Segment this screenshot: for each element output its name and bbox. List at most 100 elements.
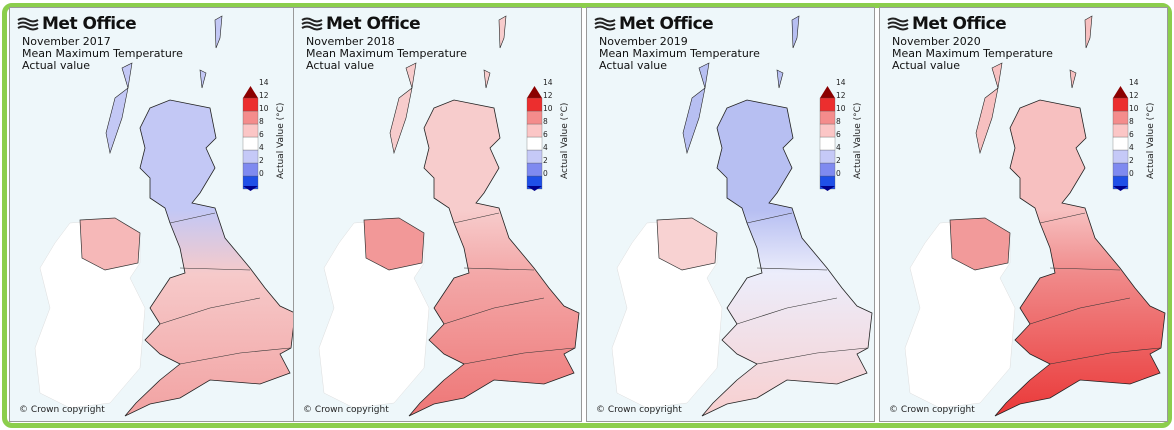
colorbar-max-arrow [243,86,258,98]
colorbar [242,86,259,191]
colorbar-tick: 10 [1129,104,1139,113]
colorbar-label: Actual Value (°C) [560,102,570,180]
logo-text: Met Office [42,14,137,34]
map-title: Mean Maximum Temperature [306,47,467,60]
met-office-wave-icon [594,17,616,31]
copyright-notice: © Crown copyright [889,405,975,415]
colorbar-segment [1112,149,1129,164]
colorbar-segment [526,97,543,112]
temperature-map [904,15,1166,417]
map-panel-4: Met Office November 2020 Mean Maximum Te… [879,7,1168,422]
colorbar-segment [526,136,543,151]
colorbar-segment [526,110,543,125]
temperature-map [34,15,296,417]
colorbar-segment [819,110,836,125]
northern-ireland-shape [656,217,718,271]
colorbar-segment [242,162,259,177]
colorbar-tick: 12 [1129,91,1139,100]
met-office-wave-icon [17,17,39,31]
colorbar-tick: 6 [259,130,264,139]
colorbar [819,86,836,191]
colorbar-label: Actual Value (°C) [276,102,286,180]
colorbar-tick: 4 [1129,143,1134,152]
map-panel-3: Met Office November 2019 Mean Maximum Te… [586,7,875,422]
colorbar-segment [242,97,259,112]
colorbar-tick: 2 [836,156,841,165]
region-boundaries [443,212,575,365]
colorbar-max-arrow [1113,86,1128,98]
map-title: Mean Maximum Temperature [892,47,1053,60]
northern-ireland-shape [79,217,141,271]
colorbar-segment [1112,97,1129,112]
northern-ireland-shape [363,217,425,271]
colorbar-segment [242,123,259,138]
colorbar-tick: 4 [543,143,548,152]
period-label: November 2020 [892,35,981,48]
colorbar-min-arrow [243,186,258,191]
colorbar-segment [526,123,543,138]
region-boundaries [159,212,291,365]
colorbar-segment [1112,110,1129,125]
colorbar-tick: 10 [259,104,269,113]
colorbar-tick: 4 [836,143,841,152]
outer-hebrides [682,87,706,155]
colorbar-tick: 14 [259,78,269,87]
colorbar-segment [819,149,836,164]
copyright-notice: © Crown copyright [303,405,389,415]
shetland-islands [405,15,507,89]
colorbar-segment [242,136,259,151]
colorbar [526,86,543,191]
colorbar-segment [819,162,836,177]
colorbar-tick: 6 [1129,130,1134,139]
northern-ireland-shape [949,217,1011,271]
colorbar-segment [242,149,259,164]
map-subtitle: Actual value [22,59,91,72]
period-label: November 2018 [306,35,395,48]
map-panel-1: Met Office November 2017 Mean Maximum Te… [9,7,298,422]
outer-hebrides [975,87,999,155]
colorbar-segment [1112,162,1129,177]
colorbar-segment [819,136,836,151]
region-boundaries [1029,212,1161,365]
temperature-map [318,15,580,417]
period-label: November 2019 [599,35,688,48]
map-title: Mean Maximum Temperature [22,47,183,60]
great-britain-shape [701,99,873,417]
colorbar-min-arrow [1113,186,1128,191]
colorbar-tick: 14 [1129,78,1139,87]
colorbar-segment [242,110,259,125]
colorbar-segment [819,123,836,138]
colorbar-segment [526,149,543,164]
met-office-logo: Met Office [301,14,421,34]
colorbar-label: Actual Value (°C) [853,102,863,180]
colorbar-tick: 12 [836,91,846,100]
colorbar-segment [1112,123,1129,138]
colorbar-tick: 0 [543,169,548,178]
colorbar-tick: 0 [259,169,264,178]
colorbar-tick: 4 [259,143,264,152]
colorbar-min-arrow [820,186,835,191]
colorbar-tick: 10 [543,104,553,113]
colorbar-tick: 2 [259,156,264,165]
period-label: November 2017 [22,35,111,48]
met-office-logo: Met Office [887,14,1007,34]
temperature-map [611,15,873,417]
map-panel-2: Met Office November 2018 Mean Maximum Te… [293,7,582,422]
shetland-islands [991,15,1093,89]
colorbar-tick: 8 [836,117,841,126]
logo-text: Met Office [326,14,421,34]
colorbar-segment [819,97,836,112]
great-britain-shape [124,99,296,417]
colorbar-tick: 8 [543,117,548,126]
met-office-wave-icon [887,17,909,31]
colorbar-max-arrow [820,86,835,98]
met-office-logo: Met Office [594,14,714,34]
colorbar-max-arrow [527,86,542,98]
copyright-notice: © Crown copyright [596,405,682,415]
map-subtitle: Actual value [599,59,668,72]
met-office-logo: Met Office [17,14,137,34]
colorbar-segment [1112,136,1129,151]
map-subtitle: Actual value [892,59,961,72]
colorbar-tick: 12 [259,91,269,100]
colorbar-tick: 12 [543,91,553,100]
